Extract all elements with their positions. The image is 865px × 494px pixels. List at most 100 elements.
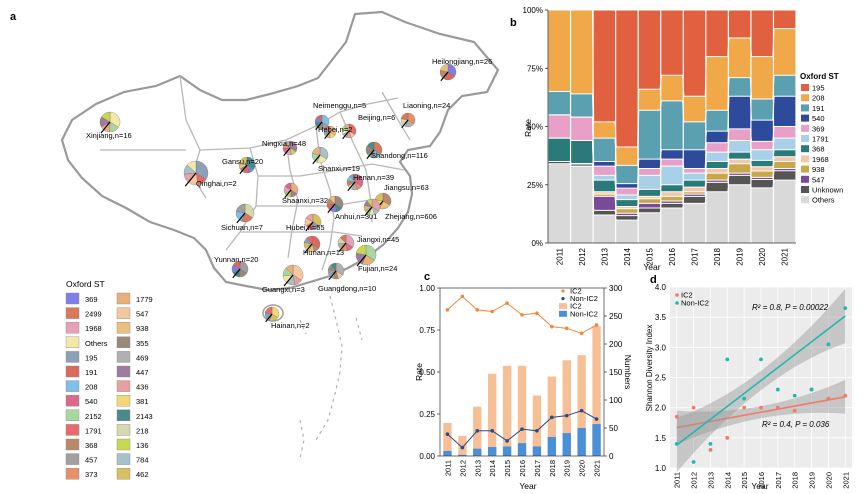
stacked-bar-segment	[774, 171, 795, 180]
stacked-bar-segment	[594, 180, 615, 192]
legend-swatch	[117, 439, 130, 450]
legend-swatch	[117, 454, 130, 465]
scatter-point	[759, 406, 763, 410]
scatter-point	[827, 342, 831, 346]
stacked-bar-segment	[729, 164, 750, 173]
stacked-bar-segment	[571, 117, 592, 140]
panel-b-legend: 19520819154036917913681968938547UnknownO…	[801, 84, 843, 205]
x-tick-label: 2018	[713, 247, 722, 265]
province-label: Jiangsu,n=63	[384, 183, 429, 192]
scatter-point	[675, 415, 679, 419]
province-pie	[328, 263, 344, 280]
stacked-bar-segment	[594, 196, 615, 210]
legend-swatch	[117, 381, 130, 392]
bar	[563, 433, 571, 456]
legend-label: 1779	[136, 295, 153, 304]
stacked-bar-segment	[594, 122, 615, 138]
y-tick-label-right: 200	[609, 340, 623, 349]
stacked-bar-segment	[774, 10, 795, 29]
line-point	[565, 327, 569, 331]
stacked-bar-segment	[752, 57, 773, 99]
legend-label: 191	[812, 104, 825, 113]
legend-label: 547	[136, 310, 149, 319]
stacked-bar-segment	[752, 10, 773, 57]
bar	[443, 451, 451, 456]
legend-swatch	[801, 135, 809, 142]
y-tick-label: 3.5	[655, 313, 667, 322]
legend-label: Others	[812, 196, 835, 205]
y-tick-label: 2.0	[655, 404, 667, 413]
stacked-bar-segment	[549, 164, 570, 243]
x-tick-label: 2015	[503, 460, 512, 477]
stacked-bar-segment	[549, 138, 570, 161]
china-map-outline	[62, 12, 498, 290]
stacked-bar-segment	[639, 10, 660, 89]
stacked-bar-segment	[706, 173, 727, 180]
line-point	[535, 311, 539, 315]
legend-label: 208	[812, 94, 825, 103]
province-label: Liaoning,n=24	[403, 101, 450, 110]
bar	[518, 443, 526, 456]
stacked-bar-segment	[639, 110, 660, 159]
panel-b-label: b	[510, 17, 517, 29]
legend-swatch	[117, 395, 130, 406]
stacked-bar-segment	[752, 150, 773, 161]
legend-swatch	[66, 439, 79, 450]
line-point	[580, 332, 584, 336]
legend-swatch	[66, 410, 79, 421]
x-tick-label: 2019	[736, 247, 745, 265]
scatter-point	[793, 409, 797, 413]
legend-label: 447	[136, 368, 149, 377]
legend-label: 938	[812, 165, 825, 174]
stacked-bar-segment	[706, 10, 727, 57]
stacked-bar-segment	[774, 180, 795, 243]
stacked-bar-segment	[661, 75, 682, 101]
stacked-bar-segment	[661, 208, 682, 243]
stacked-bar-segment	[549, 92, 570, 115]
x-tick-label: 2014	[723, 472, 732, 489]
legend-swatch	[66, 337, 79, 348]
scatter-point	[843, 394, 847, 398]
legend-swatch	[117, 293, 130, 304]
stacked-bar-segment	[774, 161, 795, 168]
y-tick-label-right: 0	[609, 452, 614, 461]
panel-c: c Rate Numbers Year 0.000.250.500.751.00…	[414, 271, 633, 491]
line-point	[565, 414, 569, 418]
bar	[518, 366, 526, 456]
panel-a-legend: 36924991968Others19519120854021521791368…	[66, 293, 153, 479]
line-point	[446, 432, 450, 436]
stacked-bar-segment	[661, 159, 682, 166]
y-tick-label-right: 250	[609, 312, 623, 321]
x-tick-label: 2021	[593, 460, 602, 477]
stacked-bar-segment	[594, 215, 615, 243]
line-point	[550, 416, 554, 420]
y-tick-label: 75%	[527, 64, 543, 73]
legend-swatch	[117, 337, 130, 348]
bar-series	[443, 326, 600, 456]
legend-label: 540	[85, 397, 98, 406]
stacked-bar-segment	[616, 10, 637, 147]
province-label: Xinjiang,n=16	[86, 131, 132, 140]
legend-label: 436	[136, 383, 149, 392]
stacked-bar-segment	[752, 167, 773, 171]
x-tick-label: 2016	[757, 472, 766, 489]
panel-b-legend-title: Oxford ST	[800, 72, 839, 81]
legend-label: 191	[85, 368, 98, 377]
legend-swatch	[801, 104, 809, 111]
legend-label: 540	[812, 114, 825, 123]
y-tick-label: 25%	[527, 181, 543, 190]
y-tick-label: 4.0	[655, 283, 667, 292]
legend-label: 208	[85, 383, 98, 392]
stacked-bar-segment	[729, 38, 750, 78]
legend-label: 457	[85, 456, 98, 465]
stacked-bar-segment	[774, 138, 795, 150]
scatter-point	[827, 397, 831, 401]
y-tick-label-right: 100	[609, 396, 623, 405]
line-point	[595, 323, 599, 327]
stacked-bar-segment	[661, 185, 682, 192]
x-tick-label: 2015	[740, 472, 749, 489]
x-tick-label: 2011	[555, 247, 564, 265]
panel-d-ylabel: Shannon Diversity Index	[645, 325, 654, 412]
stacked-bar-segment	[661, 166, 682, 185]
stacked-bar-segment	[639, 208, 660, 213]
